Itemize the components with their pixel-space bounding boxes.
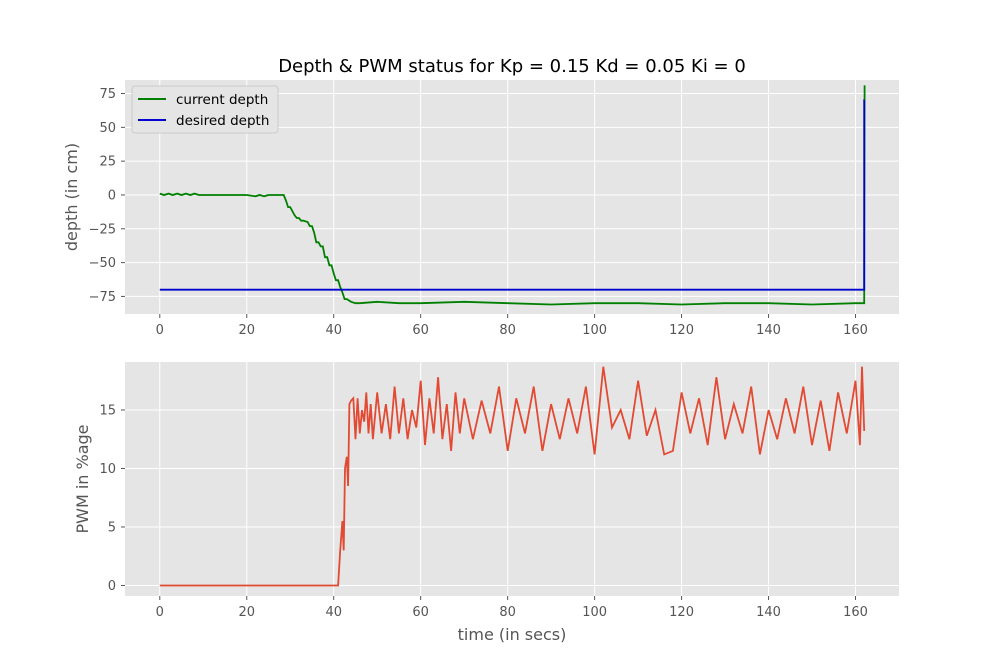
bottom-x-ticks: 0 20 40 60 80 100 120 140 160 — [156, 596, 868, 620]
bottom-axes: 0 20 40 60 80 100 120 140 160 15 10 5 0 PWM in %age… — [73, 362, 899, 644]
top-x-tick-label: 100 — [582, 323, 607, 338]
legend: current depth desired depth — [131, 85, 279, 134]
chart-title: Depth & PWM status for Kp = 0.15 Kd = 0.… — [278, 56, 746, 77]
top-y-tick-label: 0 — [108, 188, 116, 203]
top-x-tick-label: 160 — [843, 323, 868, 338]
top-y-tick-label: 75 — [99, 87, 116, 102]
top-grid — [125, 80, 899, 314]
bottom-y-tick-label: 5 — [108, 520, 116, 535]
bottom-y-tick-label: 0 — [108, 579, 116, 594]
bottom-y-tick-label: 10 — [99, 462, 116, 477]
bottom-plot-area — [125, 362, 899, 596]
top-y-axis-label: depth (in cm) — [62, 143, 81, 251]
bottom-y-tick-label: 15 — [99, 403, 116, 418]
top-y-tick-label: −50 — [89, 256, 116, 271]
bottom-x-tick-label: 120 — [669, 605, 694, 620]
top-axes: 0 20 40 60 80 100 120 140 160 75 50 25 0 −25 −50 −75 d… — [62, 80, 899, 338]
top-y-tick-label: −25 — [89, 222, 116, 237]
series-line-pwm — [159, 366, 866, 587]
top-y-tick-label: 25 — [99, 155, 116, 170]
bottom-y-ticks: 15 10 5 0 — [99, 403, 125, 594]
top-x-tick-label: 140 — [756, 323, 781, 338]
bottom-x-tick-label: 20 — [238, 605, 255, 620]
bottom-x-tick-label: 60 — [412, 605, 429, 620]
bottom-y-axis-label: PWM in %age — [73, 424, 92, 533]
top-y-tick-label: 50 — [99, 121, 116, 136]
x-axis-label: time (in secs) — [458, 625, 567, 644]
bottom-series-layer — [159, 366, 866, 587]
top-x-tick-label: 20 — [238, 323, 255, 338]
top-y-ticks: 75 50 25 0 −25 −50 −75 — [89, 87, 125, 305]
top-y-tick-label: −75 — [89, 290, 116, 305]
top-series-layer — [159, 85, 866, 306]
bottom-x-tick-label: 100 — [582, 605, 607, 620]
top-x-tick-label: 0 — [156, 323, 164, 338]
series-line-current-depth — [159, 85, 866, 306]
bottom-x-tick-label: 0 — [156, 605, 164, 620]
legend-label-desired-depth: desired depth — [176, 113, 269, 129]
top-x-tick-label: 40 — [325, 323, 342, 338]
top-x-ticks: 0 20 40 60 80 100 120 140 160 — [156, 314, 868, 338]
top-x-tick-label: 80 — [499, 323, 516, 338]
bottom-x-tick-label: 140 — [756, 605, 781, 620]
legend-label-current-depth: current depth — [176, 92, 268, 108]
legend-box — [131, 85, 279, 134]
bottom-x-tick-label: 160 — [843, 605, 868, 620]
series-line-desired-depth — [159, 99, 866, 291]
bottom-x-tick-label: 80 — [499, 605, 516, 620]
bottom-x-tick-label: 40 — [325, 605, 342, 620]
top-x-tick-label: 60 — [412, 323, 429, 338]
top-x-tick-label: 120 — [669, 323, 694, 338]
